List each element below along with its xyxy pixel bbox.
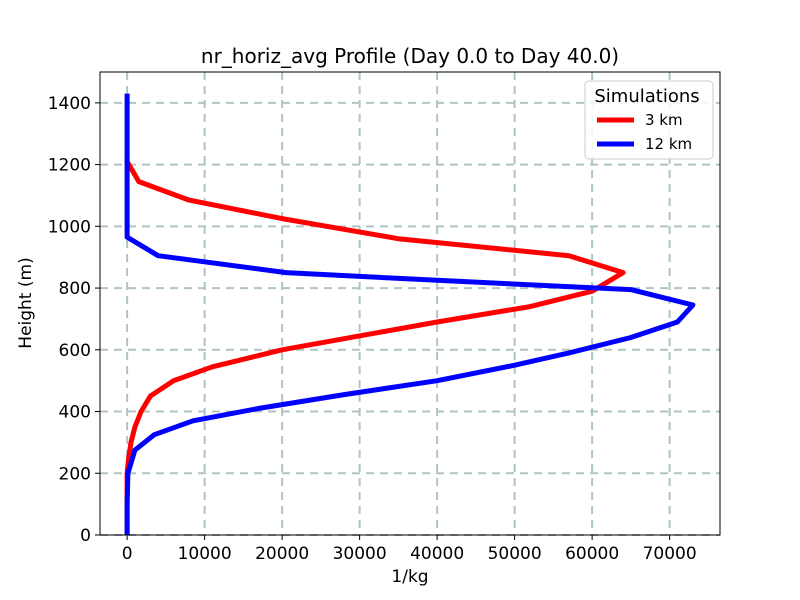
x-tick-label: 60000 bbox=[565, 544, 619, 564]
x-tick-label: 0 bbox=[122, 544, 133, 564]
legend-title: Simulations bbox=[594, 86, 699, 107]
series-line-3km bbox=[124, 158, 626, 535]
legend: Simulations 3 km 12 km bbox=[584, 80, 714, 160]
legend-label-3km: 3 km bbox=[645, 111, 683, 129]
y-tick-label: 200 bbox=[59, 464, 91, 484]
y-tick-label: 400 bbox=[59, 403, 91, 423]
x-tick-label: 30000 bbox=[333, 544, 387, 564]
y-axis-label: Height (m) bbox=[16, 257, 36, 348]
legend-box bbox=[584, 80, 714, 160]
y-tick-label: 1400 bbox=[48, 94, 91, 114]
y-tick-label: 1200 bbox=[48, 156, 91, 176]
plot-frame bbox=[99, 71, 721, 536]
ticks: 0 10000 20000 30000 40000 50000 60000 70000 0 200… bbox=[48, 94, 697, 564]
y-tick-label: 800 bbox=[59, 279, 91, 299]
series-layer bbox=[124, 93, 696, 535]
x-tick-label: 40000 bbox=[410, 544, 464, 564]
legend-label-12km: 12 km bbox=[645, 135, 692, 153]
y-tick-label: 600 bbox=[59, 341, 91, 361]
x-axis-label: 1/kg bbox=[391, 567, 428, 587]
chart-title: nr_horiz_avg Profile (Day 0.0 to Day 40.… bbox=[201, 44, 619, 68]
y-tick-label: 0 bbox=[80, 526, 91, 546]
series-line-12km bbox=[124, 93, 696, 535]
x-tick-label: 10000 bbox=[178, 544, 232, 564]
x-tick-label: 20000 bbox=[255, 544, 309, 564]
x-tick-label: 50000 bbox=[488, 544, 542, 564]
y-tick-label: 1000 bbox=[48, 217, 91, 237]
x-tick-label: 70000 bbox=[643, 544, 697, 564]
